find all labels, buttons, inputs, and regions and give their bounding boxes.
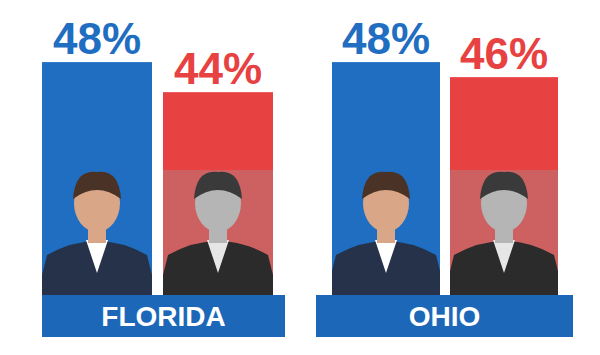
data-label: 46% bbox=[460, 29, 548, 78]
title-band bbox=[316, 295, 573, 337]
panel: 48% 46% OHIO bbox=[316, 14, 573, 337]
bars bbox=[332, 62, 558, 295]
data-label: 44% bbox=[174, 44, 262, 93]
data-label: 48% bbox=[342, 14, 430, 63]
portrait bbox=[42, 172, 152, 295]
portrait-collar bbox=[375, 240, 397, 273]
portrait bbox=[163, 170, 273, 295]
portrait-body bbox=[42, 241, 152, 295]
portrait-body bbox=[450, 241, 558, 295]
panel: 48% 44% FLORIDA bbox=[37, 14, 285, 337]
portrait-hair bbox=[73, 172, 121, 199]
portrait-body bbox=[163, 241, 273, 295]
portrait-hair bbox=[194, 172, 242, 199]
portrait-hair bbox=[480, 172, 528, 199]
data-label: 48% bbox=[53, 14, 141, 63]
portrait-hair bbox=[362, 172, 410, 199]
chart-svg: 48% 44% FLORIDA 48% 46% OHIO bbox=[0, 0, 600, 355]
portrait-collar bbox=[86, 240, 108, 273]
portrait-collar bbox=[493, 240, 515, 273]
portrait-body bbox=[332, 241, 440, 295]
portrait bbox=[450, 170, 558, 295]
chart-title: OHIO bbox=[409, 301, 481, 332]
portrait bbox=[332, 172, 440, 295]
bars bbox=[42, 62, 273, 295]
chart-root: 48% 44% FLORIDA 48% 46% OHIO bbox=[0, 0, 600, 355]
portrait-collar bbox=[207, 240, 229, 273]
chart-title: FLORIDA bbox=[101, 301, 225, 332]
title-band bbox=[42, 295, 285, 337]
